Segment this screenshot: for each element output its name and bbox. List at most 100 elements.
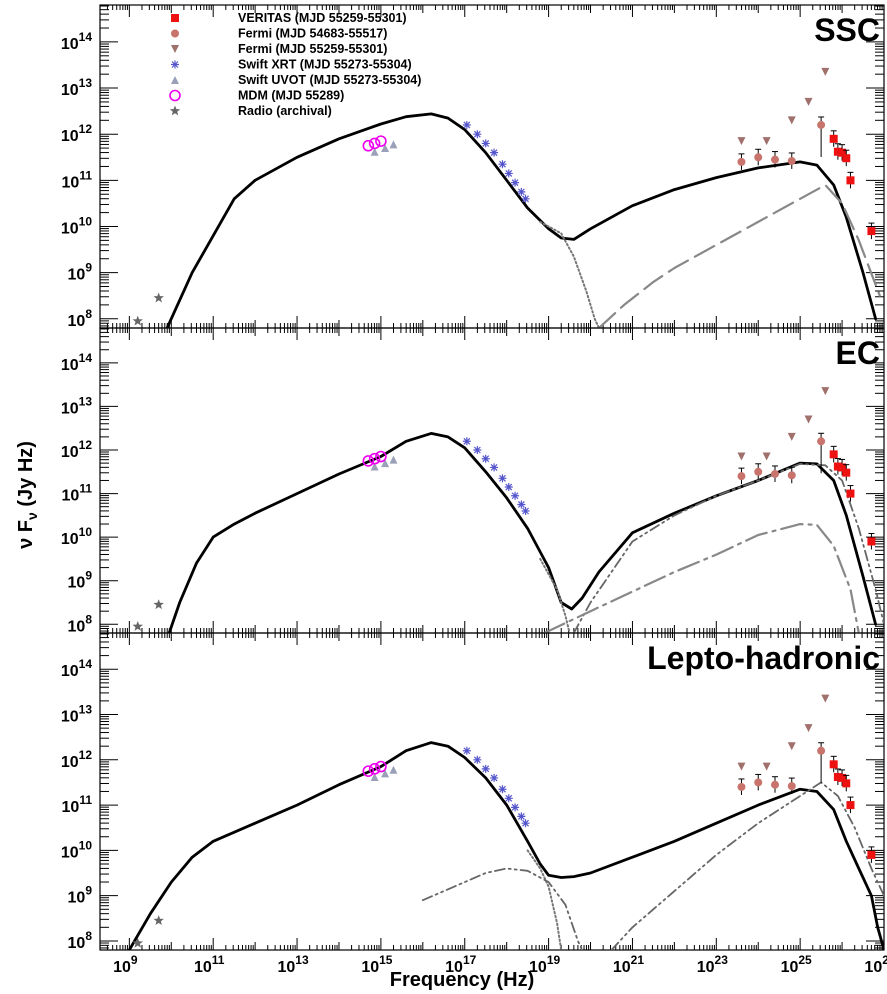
panel-title: EC <box>836 335 880 371</box>
point-circle <box>817 120 826 129</box>
curve-synchrotron <box>539 220 600 328</box>
point-square <box>867 850 876 859</box>
legend-item: Swift XRT (MJD 55273-55304) <box>171 58 412 72</box>
point-open-circle <box>368 452 381 465</box>
point-triangle-down <box>787 432 796 441</box>
x-tick-label: 1013 <box>277 953 308 976</box>
point-asterisk <box>517 187 526 196</box>
point-asterisk <box>511 491 520 500</box>
point-asterisk <box>504 169 513 178</box>
point-circle <box>737 472 746 481</box>
curve-total <box>165 112 877 328</box>
point-triangle-up <box>389 765 398 774</box>
point-triangle-down <box>821 387 830 396</box>
x-tick-label: 1011 <box>194 953 225 976</box>
point-asterisk <box>490 773 499 782</box>
legend-label: VERITAS (MJD 55259-55301) <box>238 11 407 25</box>
legend-marker-open-circle <box>169 89 181 102</box>
point-square <box>867 227 876 236</box>
point-asterisk <box>490 148 499 157</box>
point-asterisk <box>490 463 499 472</box>
point-asterisk <box>462 120 471 129</box>
point-square <box>833 773 842 782</box>
legend-label: Swift XRT (MJD 55273-55304) <box>238 58 412 72</box>
point-triangle-up <box>381 459 390 468</box>
point-triangle-up <box>370 147 379 156</box>
y-tick-label: 1010 <box>61 214 92 237</box>
legend-label: Swift UVOT (MJD 55273-55304) <box>238 73 421 87</box>
point-circle <box>787 471 796 480</box>
curve-synchrotron <box>539 557 571 633</box>
point-asterisk <box>521 194 530 203</box>
point-asterisk <box>462 746 471 755</box>
y-tick-label: 109 <box>68 569 93 592</box>
legend-marker-circle <box>171 29 179 38</box>
curve-synchrotron <box>526 849 563 950</box>
data-points <box>132 694 876 948</box>
point-square <box>842 779 851 788</box>
point-asterisk <box>511 803 520 812</box>
legend-item: VERITAS (MJD 55259-55301) <box>171 11 407 25</box>
curve-proton-synchrotron <box>610 781 884 950</box>
point-triangle-up <box>389 455 398 464</box>
point-square <box>838 463 847 472</box>
point-circle <box>737 782 746 791</box>
point-triangle-down <box>762 137 771 146</box>
point-triangle-down <box>787 116 796 125</box>
curve-inverse-compton <box>597 183 881 328</box>
data-points <box>132 387 876 631</box>
y-tick-label: 1010 <box>61 525 92 548</box>
point-square <box>833 147 842 156</box>
x-tick-label: 1027 <box>864 953 887 976</box>
data-points <box>132 67 876 326</box>
y-tick-label: 1014 <box>61 351 92 374</box>
point-square <box>842 468 851 477</box>
y-tick-label: 108 <box>68 929 93 952</box>
x-axis-label: Frequency (Hz) <box>390 969 534 991</box>
legend-marker-asterisk <box>171 60 179 69</box>
y-tick-label: 1011 <box>62 168 93 191</box>
y-tick-label: 1012 <box>61 748 92 771</box>
point-square <box>829 760 838 769</box>
point-circle <box>787 782 796 791</box>
point-open-circle <box>368 763 381 775</box>
point-open-circle <box>375 760 387 773</box>
y-tick-label: 1014 <box>61 30 92 53</box>
y-tick-label: 1013 <box>61 703 92 726</box>
point-star <box>132 937 143 948</box>
legend-marker-star <box>169 105 181 116</box>
x-tick-label: 1025 <box>781 953 812 976</box>
y-tick-label: 108 <box>68 612 93 635</box>
point-square <box>846 176 855 185</box>
legend-marker-triangle-up <box>171 76 179 84</box>
point-open-circle <box>362 765 375 777</box>
point-asterisk <box>504 483 513 492</box>
y-tick-label: 1012 <box>61 122 92 145</box>
point-asterisk <box>481 454 490 463</box>
panel-frame <box>99 632 885 951</box>
point-asterisk <box>473 130 482 139</box>
point-star <box>153 599 164 610</box>
y-tick-label: 109 <box>68 884 93 907</box>
y-tick-label: 1013 <box>61 394 92 417</box>
x-tick-label: 1023 <box>697 953 728 976</box>
point-circle <box>754 778 763 787</box>
point-open-circle <box>375 135 387 147</box>
point-circle <box>787 156 796 165</box>
legend-marker-square <box>171 14 179 22</box>
point-square <box>842 154 851 163</box>
point-open-circle <box>375 450 387 463</box>
x-tick-label: 109 <box>113 953 138 976</box>
point-circle <box>754 153 763 162</box>
model-curves <box>165 112 881 328</box>
panel-1: 108 109 1010 1011 1012 1013 1014 SSC <box>61 4 885 330</box>
point-square <box>867 537 876 546</box>
point-triangle-down <box>804 415 813 424</box>
point-triangle-down <box>821 694 830 703</box>
legend-item: Swift UVOT (MJD 55273-55304) <box>171 73 421 87</box>
point-square <box>829 450 838 459</box>
point-asterisk <box>481 764 490 773</box>
x-tick-label: 1019 <box>529 953 560 976</box>
point-square <box>846 489 855 498</box>
point-triangle-down <box>762 762 771 771</box>
